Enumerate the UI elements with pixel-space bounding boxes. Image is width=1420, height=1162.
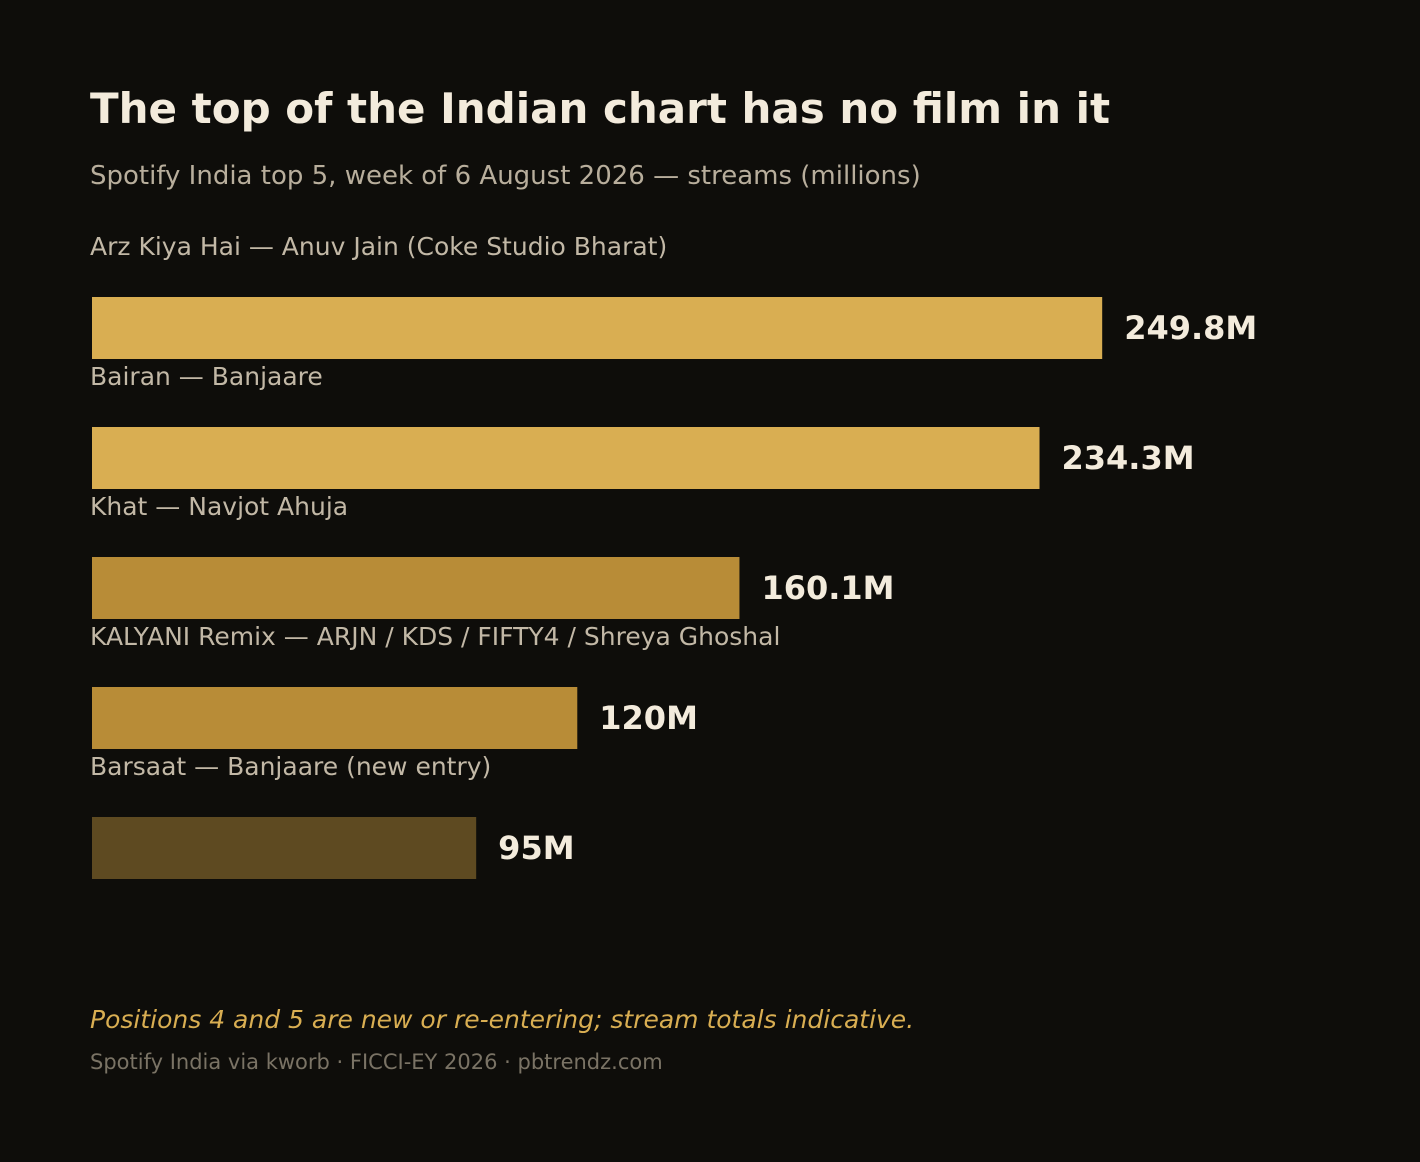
category-label: Barsaat — Banjaare (new entry): [90, 752, 491, 781]
bar: [92, 297, 1103, 359]
value-label: 249.8M: [1124, 309, 1257, 347]
category-label: Arz Kiya Hai — Anuv Jain (Coke Studio Bh…: [90, 232, 667, 261]
bar: [92, 557, 740, 619]
value-label: 95M: [498, 829, 574, 867]
bar: [92, 687, 578, 749]
value-label: 160.1M: [761, 569, 894, 607]
category-label: Khat — Navjot Ahuja: [90, 492, 348, 521]
category-label: Bairan — Banjaare: [90, 362, 323, 391]
chart-subtitle: Spotify India top 5, week of 6 August 20…: [90, 161, 921, 191]
chart-title: The top of the Indian chart has no film …: [90, 84, 1111, 133]
chart-note: Positions 4 and 5 are new or re-entering…: [90, 1005, 915, 1034]
bar: [92, 817, 477, 879]
chart-source: Spotify India via kworb · FICCI-EY 2026 …: [90, 1050, 663, 1074]
value-label: 120M: [599, 699, 698, 737]
category-label: KALYANI Remix — ARJN / KDS / FIFTY4 / Sh…: [90, 622, 780, 651]
value-label: 234.3M: [1062, 439, 1195, 477]
bar: [92, 427, 1040, 489]
